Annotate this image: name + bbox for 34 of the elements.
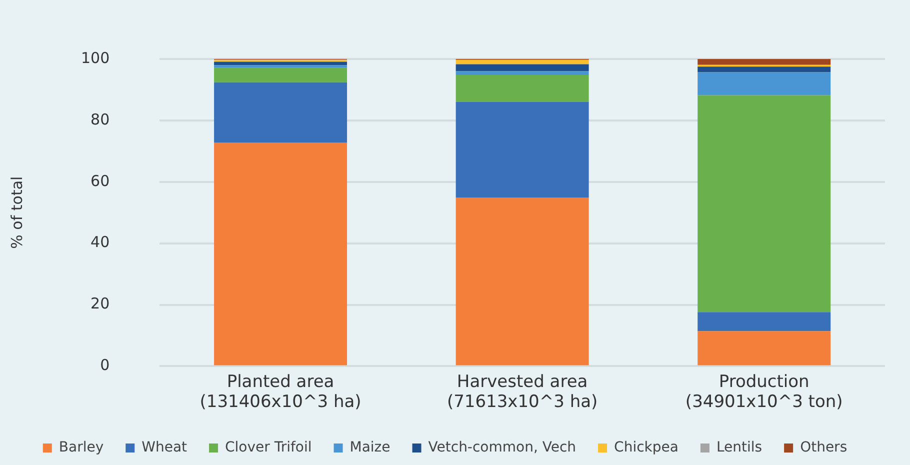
y-tick-label: 80 [90, 110, 110, 128]
legend-label: Others [800, 440, 848, 456]
bar [456, 71, 589, 75]
y-tick-label: 40 [90, 233, 110, 252]
y-axis-title: % of total [8, 176, 26, 249]
y-tick-label: 0 [100, 356, 110, 374]
bar [698, 95, 831, 312]
legend-label: Maize [350, 440, 390, 456]
bar [698, 72, 831, 96]
y-tick-label: 100 [80, 48, 110, 67]
bar [698, 59, 831, 65]
bar [214, 65, 348, 68]
bar [456, 198, 589, 366]
bar [214, 68, 348, 82]
x-tick-label: Production (34901x10^3 ton) [685, 372, 843, 412]
legend-label: Vetch-common, Vech [428, 440, 576, 456]
y-tick-label: 60 [90, 172, 110, 190]
legend-label: Lentils [716, 440, 762, 456]
legend-label: Chickpea [614, 440, 678, 456]
bar [698, 331, 831, 366]
bar [456, 102, 589, 198]
bar [214, 142, 348, 366]
legend-label: Wheat [142, 440, 188, 456]
bar [698, 66, 831, 72]
y-tick-label: 20 [90, 294, 110, 313]
bar [456, 74, 589, 102]
legend-label: Barley [58, 440, 104, 456]
bar [698, 312, 831, 332]
bar [456, 64, 589, 72]
x-tick-label: Planted area (131406x10^3 ha) [200, 372, 362, 412]
bar [456, 60, 589, 64]
x-tick-label: Harvested area (71613x10^3 ha) [446, 372, 598, 412]
bar [214, 82, 348, 143]
legend-label: Clover Trifoil [225, 440, 312, 456]
